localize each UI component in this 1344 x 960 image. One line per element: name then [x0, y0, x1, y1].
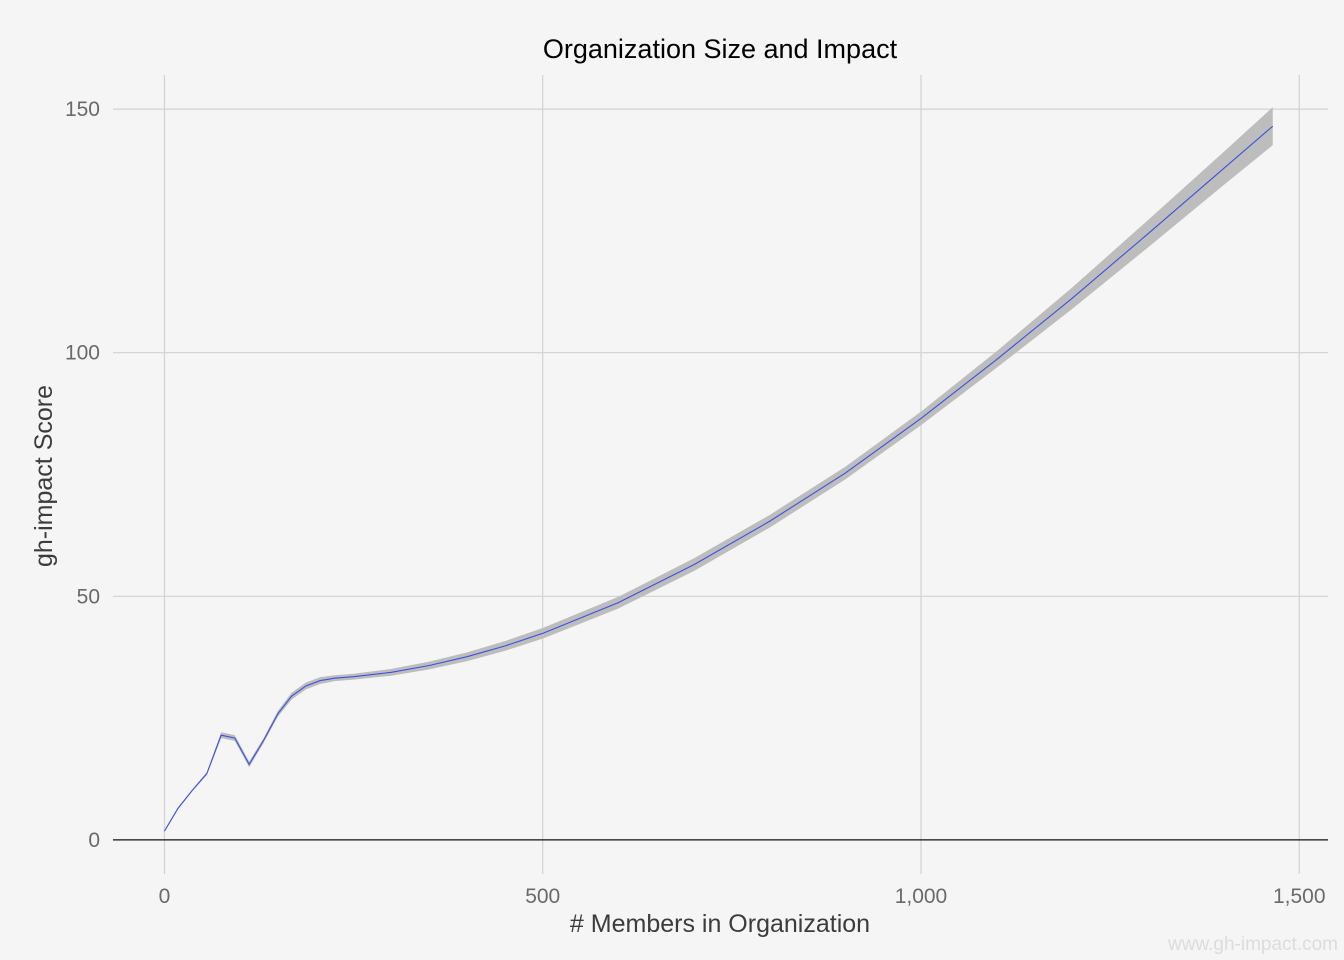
y-tick-label: 100 [65, 342, 100, 365]
y-tick-label: 50 [77, 585, 100, 608]
chart-title: Organization Size and Impact [543, 34, 898, 64]
x-tick-label: 1,500 [1273, 885, 1326, 908]
tick-labels: 0 500 1,000 1,500 0 50 100 150 [65, 98, 1326, 908]
y-axis-label: gh-impact Score [30, 385, 58, 567]
watermark: www.gh-impact.com [1167, 934, 1338, 955]
confidence-band-layer [164, 107, 1273, 833]
x-axis-label: # Members in Organization [570, 910, 870, 938]
x-tick-label: 1,000 [895, 885, 948, 908]
fit-line-layer [163, 125, 1274, 832]
series-line [163, 125, 1274, 832]
x-tick-label: 0 [159, 885, 171, 908]
grid [113, 75, 1328, 874]
y-tick-label: 150 [65, 98, 100, 121]
x-tick-label: 500 [525, 885, 560, 908]
confidence-band [164, 107, 1273, 833]
y-tick-label: 0 [88, 829, 100, 852]
